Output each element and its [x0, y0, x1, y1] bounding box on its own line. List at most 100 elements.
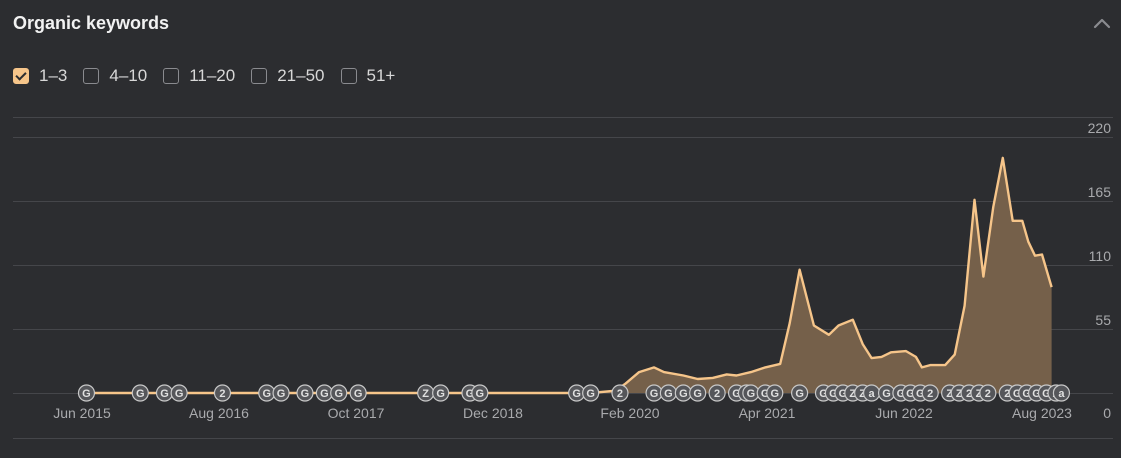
filter-checkbox[interactable]: [340, 68, 357, 84]
event-marker: G: [155, 384, 174, 402]
filter-checkbox[interactable]: [83, 68, 100, 84]
panel-title: Organic keywords: [13, 13, 170, 33]
svg-text:G: G: [1022, 388, 1031, 400]
svg-text:G: G: [262, 388, 271, 400]
x-tick-label: Jun 2015: [53, 405, 111, 421]
svg-text:2: 2: [985, 388, 991, 400]
filter-1-3[interactable]: 1–3: [13, 66, 67, 86]
event-marker: Z: [417, 384, 435, 402]
y-tick-label: 0: [1103, 405, 1111, 421]
filter-label: 21–50: [277, 66, 325, 85]
event-marker: G: [582, 384, 600, 402]
svg-text:G: G: [320, 388, 329, 400]
svg-text:a: a: [1058, 388, 1065, 400]
y-tick-label: 220: [1088, 120, 1112, 136]
svg-text:G: G: [82, 388, 91, 400]
event-marker: 2: [979, 384, 997, 402]
svg-text:G: G: [882, 388, 891, 400]
filter-checkbox[interactable]: [251, 68, 268, 84]
svg-text:2: 2: [1004, 388, 1010, 400]
svg-text:2: 2: [617, 388, 623, 400]
organic-keywords-chart: GGGG2GGGGGGZGGGGG2GGGG2GGGGGGGGGZZaGGGG2…: [13, 117, 1113, 421]
y-tick-label: 165: [1088, 184, 1112, 200]
position-filters: 1–3 4–10 11–20 21–50 51+: [13, 64, 411, 88]
filter-label: 4–10: [109, 66, 148, 85]
svg-text:G: G: [679, 388, 688, 400]
filter-checkbox[interactable]: [13, 68, 29, 84]
svg-text:G: G: [761, 388, 770, 400]
event-marker: G: [645, 384, 663, 402]
chevron-up-icon[interactable]: [1091, 12, 1113, 34]
svg-text:Z: Z: [849, 388, 856, 400]
event-marker: G: [296, 384, 314, 402]
svg-text:Z: Z: [956, 388, 963, 400]
filter-51-plus[interactable]: 51+: [340, 66, 396, 86]
svg-text:G: G: [277, 388, 286, 400]
svg-text:G: G: [795, 388, 804, 400]
y-tick-label: 55: [1095, 312, 1111, 328]
svg-text:G: G: [819, 388, 828, 400]
svg-text:G: G: [175, 388, 184, 400]
svg-text:Z: Z: [859, 388, 866, 400]
filter-label: 1–3: [39, 66, 68, 85]
event-marker: G: [315, 384, 333, 402]
svg-text:G: G: [1013, 388, 1022, 400]
svg-text:G: G: [747, 388, 756, 400]
filter-21-50[interactable]: 21–50: [251, 66, 325, 86]
filter-label: 51+: [366, 66, 396, 85]
filter-11-20[interactable]: 11–20: [163, 66, 235, 86]
event-marker: a: [862, 384, 881, 402]
x-tick-label: Aug 2016: [189, 405, 249, 421]
svg-text:G: G: [1032, 388, 1041, 400]
x-tick-label: Dec 2018: [463, 405, 523, 421]
series-line: [82, 156, 1053, 395]
svg-text:G: G: [897, 388, 906, 400]
svg-text:G: G: [664, 388, 673, 400]
x-tick-label: Oct 2017: [328, 405, 385, 421]
svg-text:Z: Z: [946, 388, 953, 400]
event-marker: G: [659, 384, 677, 402]
svg-text:a: a: [869, 388, 876, 400]
x-tick-label: Apr 2021: [739, 405, 796, 421]
event-marker: G: [766, 384, 784, 402]
svg-text:2: 2: [219, 388, 225, 400]
panel-header: Organic keywords: [13, 10, 1113, 36]
event-marker: G: [272, 384, 290, 402]
filter-checkbox[interactable]: [163, 68, 180, 84]
event-marker: 2: [611, 384, 629, 402]
divider: [13, 438, 1113, 439]
svg-text:2: 2: [714, 388, 720, 400]
x-tick-label: Feb 2020: [600, 405, 659, 421]
filter-4-10[interactable]: 4–10: [83, 66, 147, 86]
svg-text:G: G: [586, 388, 595, 400]
event-marker: G: [170, 384, 188, 402]
event-marker: 2: [213, 384, 232, 402]
svg-text:G: G: [476, 388, 485, 400]
event-marker: G: [330, 384, 348, 402]
event-marker: 2: [708, 384, 726, 402]
event-marker: G: [791, 384, 809, 402]
svg-text:G: G: [693, 388, 702, 400]
svg-text:G: G: [354, 388, 363, 400]
svg-text:G: G: [650, 388, 659, 400]
event-marker: G: [689, 384, 707, 402]
event-marker: G: [471, 384, 489, 402]
svg-text:G: G: [839, 388, 848, 400]
svg-text:G: G: [160, 388, 169, 400]
event-marker: G: [877, 384, 896, 402]
svg-text:G: G: [770, 388, 779, 400]
svg-text:G: G: [906, 388, 915, 400]
event-marker: G: [432, 384, 450, 402]
event-marker: a: [1052, 384, 1071, 402]
event-marker: G: [77, 384, 96, 402]
event-marker: G: [131, 384, 149, 402]
x-tick-label: Aug 2023: [1012, 405, 1072, 421]
svg-text:G: G: [334, 388, 343, 400]
svg-text:2: 2: [927, 388, 933, 400]
svg-text:Z: Z: [422, 388, 429, 400]
series-area: [82, 157, 1052, 393]
svg-text:G: G: [436, 388, 445, 400]
svg-text:G: G: [1042, 388, 1051, 400]
svg-text:G: G: [301, 388, 310, 400]
event-marker: G: [258, 384, 276, 402]
